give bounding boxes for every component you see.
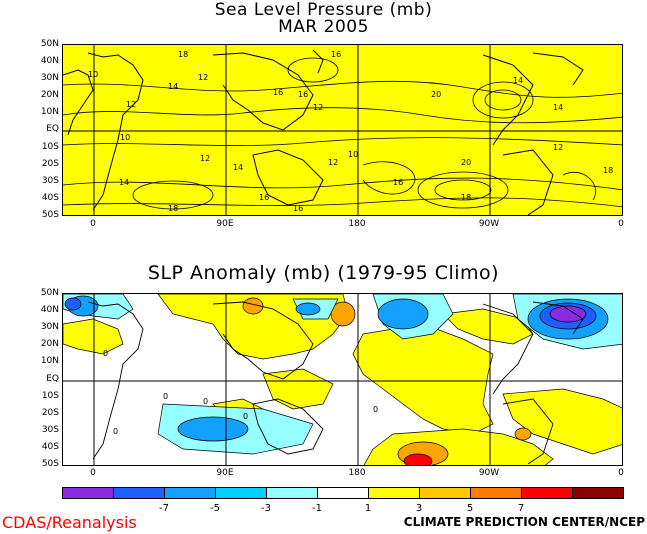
contour-label: 12 bbox=[553, 143, 563, 152]
lon-label: 0 bbox=[618, 468, 624, 478]
top-map-title: Sea Level Pressure (mb) bbox=[214, 0, 433, 20]
lat-label: 40S bbox=[41, 442, 59, 452]
lat-label: 50S bbox=[41, 210, 59, 220]
contour-label: 16 bbox=[259, 193, 269, 202]
lat-label: 20N bbox=[40, 90, 59, 100]
contour-label: 18 bbox=[168, 204, 178, 213]
colorbar-tick-label: -7 bbox=[159, 503, 169, 514]
colorbar-swatch bbox=[164, 487, 216, 499]
credit-label: CLIMATE PREDICTION CENTER/NCEP bbox=[403, 515, 645, 529]
lat-label: 10S bbox=[41, 391, 59, 401]
colorbar-tick-label: -1 bbox=[312, 503, 322, 514]
bottom-map-title: SLP Anomaly (mb) (1979-95 Climo) bbox=[147, 262, 500, 284]
colorbar-swatch bbox=[368, 487, 420, 499]
colorbar-swatch bbox=[572, 487, 624, 499]
colorbar-tick-label: 3 bbox=[415, 503, 423, 514]
contour-label: 14 bbox=[513, 76, 523, 85]
lat-label: 20N bbox=[40, 339, 59, 349]
anomaly-field: 0 0 0 0 0 0 bbox=[63, 294, 622, 465]
lon-label: 90E bbox=[216, 468, 234, 478]
lat-label: 40N bbox=[40, 56, 59, 66]
lat-label: EQ bbox=[46, 374, 59, 384]
contour-label: 14 bbox=[233, 163, 243, 172]
colorbar-swatch bbox=[419, 487, 471, 499]
lat-label: 20S bbox=[41, 408, 59, 418]
contour-label: 18 bbox=[603, 166, 613, 175]
lat-label: 50S bbox=[41, 459, 59, 469]
contour-label: 14 bbox=[168, 82, 178, 91]
contour-label: 0 bbox=[203, 397, 208, 406]
contour-label: 18 bbox=[178, 50, 188, 59]
contour-label: 12 bbox=[126, 100, 136, 109]
contour-label: 12 bbox=[328, 158, 338, 167]
colorbar-swatch bbox=[113, 487, 165, 499]
colorbar-swatch bbox=[266, 487, 318, 499]
sea-level-pressure-map: 18 16 12 14 16 10 12 16 20 14 12 14 10 1… bbox=[62, 44, 623, 216]
lon-label: 90E bbox=[216, 219, 234, 229]
data-source-label: CDAS/Reanalysis bbox=[2, 513, 137, 532]
contour-label: 12 bbox=[200, 154, 210, 163]
contour-label: 0 bbox=[113, 427, 118, 436]
colorbar-tick-label: -3 bbox=[261, 503, 271, 514]
lon-label: 90W bbox=[478, 468, 500, 478]
contour-label: 0 bbox=[373, 405, 378, 414]
contour-label: 20 bbox=[461, 158, 471, 167]
lat-label: 30S bbox=[41, 176, 59, 186]
lon-label: 0 bbox=[90, 219, 96, 229]
lat-label: 10N bbox=[40, 107, 59, 117]
contour-label: 16 bbox=[293, 204, 303, 213]
lat-label: 40N bbox=[40, 305, 59, 315]
lat-label: 50N bbox=[40, 39, 59, 49]
lon-label: 90W bbox=[478, 219, 500, 229]
colorbar-swatch bbox=[470, 487, 522, 499]
slp-anomaly-map: 0 0 0 0 0 0 bbox=[62, 293, 623, 466]
contour-label: 10 bbox=[120, 133, 130, 142]
slp-contours: 18 16 12 14 16 10 12 16 20 14 12 14 10 1… bbox=[63, 45, 622, 215]
lat-label: 10N bbox=[40, 356, 59, 366]
contour-label: 14 bbox=[553, 103, 563, 112]
lon-label: 180 bbox=[348, 468, 366, 478]
contour-label: 14 bbox=[119, 178, 129, 187]
lat-label: 30N bbox=[40, 322, 59, 332]
contour-label: 12 bbox=[198, 73, 208, 82]
lon-label: 180 bbox=[348, 219, 366, 229]
lat-label: 30S bbox=[41, 425, 59, 435]
colorbar-swatch bbox=[317, 487, 369, 499]
contour-label: 18 bbox=[461, 193, 471, 202]
colorbar-tick-label: 5 bbox=[466, 503, 474, 514]
colorbar-swatch bbox=[62, 487, 114, 499]
lon-label: 0 bbox=[90, 468, 96, 478]
lat-label: EQ bbox=[46, 124, 59, 134]
contour-label: 0 bbox=[243, 412, 248, 421]
colorbar-swatch bbox=[521, 487, 573, 499]
contour-label: 16 bbox=[393, 178, 403, 187]
lat-label: 20S bbox=[41, 159, 59, 169]
colorbar-tick-label: 7 bbox=[517, 503, 525, 514]
colorbar-swatch bbox=[215, 487, 267, 499]
contour-label: 0 bbox=[103, 349, 108, 358]
contour-label: 16 bbox=[298, 90, 308, 99]
contour-label: 20 bbox=[431, 90, 441, 99]
lon-label: 0 bbox=[618, 219, 624, 229]
lat-label: 50N bbox=[40, 288, 59, 298]
top-map-subtitle: MAR 2005 bbox=[278, 17, 369, 37]
contour-label: 0 bbox=[163, 392, 168, 401]
colorbar-tick-label: -5 bbox=[210, 503, 220, 514]
contour-label: 10 bbox=[348, 150, 358, 159]
contour-label: 10 bbox=[88, 70, 98, 79]
lat-label: 30N bbox=[40, 73, 59, 83]
lat-label: 40S bbox=[41, 193, 59, 203]
colorbar-tick-label: 1 bbox=[364, 503, 372, 514]
contour-label: 16 bbox=[273, 88, 283, 97]
contour-label: 16 bbox=[331, 50, 341, 59]
contour-label: 12 bbox=[313, 103, 323, 112]
lat-label: 10S bbox=[41, 142, 59, 152]
